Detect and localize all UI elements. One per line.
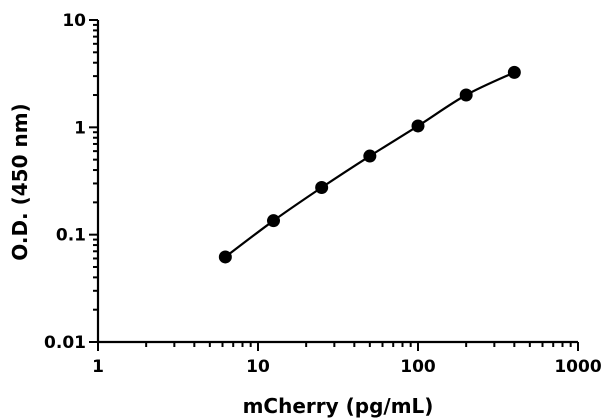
x-tick-label: 10: [246, 357, 270, 377]
data-point: [267, 214, 280, 227]
y-tick-label: 0.01: [44, 333, 86, 353]
x-tick-label: 100: [400, 357, 436, 377]
x-tick-label: 1: [92, 357, 104, 377]
y-tick-label: 10: [62, 11, 86, 31]
y-tick-label: 0.1: [56, 226, 86, 246]
y-axis-title: O.D. (450 nm): [8, 103, 32, 260]
y-tick-label: 1: [74, 118, 86, 138]
x-axis-title: mCherry (pg/mL): [243, 394, 434, 418]
plot-area: [219, 66, 521, 264]
data-point: [219, 250, 232, 263]
y-axis: 0.01 0.1 1 10: [44, 11, 98, 353]
x-tick-label: 1000: [554, 357, 601, 377]
data-point: [508, 66, 521, 79]
data-point: [315, 181, 328, 194]
data-point: [363, 150, 376, 163]
data-point: [412, 119, 425, 132]
x-axis: 1 10 100 1000: [92, 342, 602, 377]
fit-curve: [225, 72, 514, 257]
data-point: [460, 89, 473, 102]
